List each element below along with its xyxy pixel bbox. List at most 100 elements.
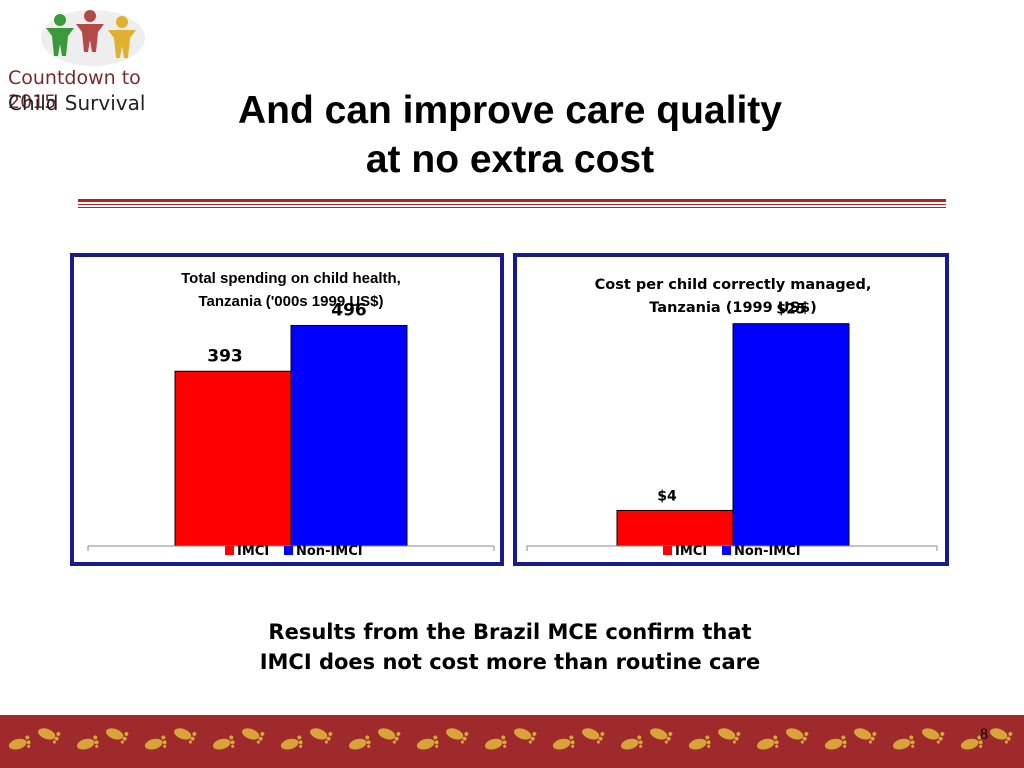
footprint-icon xyxy=(960,735,983,750)
footprint-toe xyxy=(1006,736,1011,741)
footprint-icon xyxy=(688,735,711,750)
footprint-toe xyxy=(52,740,56,744)
footprint-toe xyxy=(435,744,439,748)
footprints-footer xyxy=(0,715,1024,768)
legend-swatch-non-imci xyxy=(722,546,731,555)
footprint-icon xyxy=(892,735,915,750)
footprint-sole xyxy=(756,738,775,750)
footprint-toe xyxy=(705,735,710,740)
footprint-toe xyxy=(732,740,736,744)
footprint-toe xyxy=(366,740,371,745)
footprint-sole xyxy=(688,738,707,750)
footprint-toe xyxy=(299,744,303,748)
footprint-toe xyxy=(979,744,983,748)
footprint-toe xyxy=(394,736,399,741)
footprint-toe xyxy=(433,735,438,740)
title-line1: And can improve care quality xyxy=(237,89,782,132)
footprint-sole xyxy=(582,728,600,740)
footprint-icon xyxy=(718,728,741,744)
footprint-toe xyxy=(570,740,575,745)
footprint-toe xyxy=(27,744,31,748)
value-label-non-imci: $25 xyxy=(776,302,805,318)
caption-line1: Results from the Brazil MCE confirm that xyxy=(268,620,752,644)
footprint-toe xyxy=(773,735,778,740)
footprint-toe xyxy=(95,744,99,748)
footprint-sole xyxy=(174,728,192,740)
legend-label-imci: IMCI xyxy=(237,544,269,559)
footprint-icon xyxy=(990,728,1013,744)
footprint-toe xyxy=(736,731,741,736)
footprint-toe xyxy=(122,736,127,741)
footprint-toe xyxy=(258,736,263,741)
footprint-sole xyxy=(212,738,231,750)
footprint-toe xyxy=(666,736,671,741)
footprint-sole xyxy=(650,728,668,740)
footprint-toe xyxy=(1008,731,1013,736)
value-label-imci: 393 xyxy=(207,346,243,366)
page-number: 8 xyxy=(980,726,988,743)
footprint-sole xyxy=(892,738,911,750)
footprint-toe xyxy=(93,735,98,740)
footprint-sole xyxy=(8,738,27,750)
footprint-icon xyxy=(552,735,575,750)
footprint-icon xyxy=(242,728,265,744)
caption-line2: IMCI does not cost more than routine car… xyxy=(259,650,761,674)
footprint-toe xyxy=(664,740,668,744)
title-rule xyxy=(78,199,946,202)
footprint-sole xyxy=(786,728,804,740)
spending-chart: Total spending on child health, Tanzania … xyxy=(87,270,495,559)
legend-swatch-imci xyxy=(225,546,234,555)
footprint-icon xyxy=(76,735,99,750)
footprint-toe xyxy=(637,735,642,740)
footprint-toe xyxy=(598,736,603,741)
footprint-toe xyxy=(841,735,846,740)
footprint-toe xyxy=(706,740,711,745)
legend-label-non-imci: Non-IMCI xyxy=(734,544,801,559)
footprint-toe xyxy=(190,736,195,741)
footprint-icon xyxy=(416,735,439,750)
children-figures-icon xyxy=(41,10,145,66)
footprint-toe xyxy=(707,744,711,748)
footprint-toe xyxy=(940,731,945,736)
footprint-toe xyxy=(392,740,396,744)
footprint-icon xyxy=(38,728,61,744)
footprint-toe xyxy=(936,740,940,744)
footprint-icon xyxy=(854,728,877,744)
footprint-icon xyxy=(650,728,673,744)
footprint-icon xyxy=(378,728,401,744)
footprint-icon xyxy=(280,735,303,750)
footprint-sole xyxy=(620,738,639,750)
footprint-sole xyxy=(854,728,872,740)
footprint-toe xyxy=(1004,740,1008,744)
footprint-toe xyxy=(256,740,260,744)
footprint-icon xyxy=(484,735,507,750)
footprint-toe xyxy=(26,740,31,745)
footprint-sole xyxy=(310,728,328,740)
footprint-toe xyxy=(872,731,877,736)
footprint-sole xyxy=(242,728,260,740)
footprint-toe xyxy=(868,740,872,744)
footprint-toe xyxy=(188,740,192,744)
footprint-sole xyxy=(76,738,95,750)
footprint-icon xyxy=(348,735,371,750)
value-label-imci: $4 xyxy=(657,488,677,504)
footprint-icon xyxy=(144,735,167,750)
footprint-icon xyxy=(786,728,809,744)
footprint-sole xyxy=(144,738,163,750)
footprint-toe xyxy=(298,740,303,745)
footprint-sole xyxy=(824,738,843,750)
results-caption: Results from the Brazil MCE confirm that… xyxy=(150,617,870,677)
footprint-icon xyxy=(514,728,537,744)
footprint-toe xyxy=(800,740,804,744)
footprint-toe xyxy=(163,744,167,748)
title-line2: at no extra cost xyxy=(365,138,655,181)
footprint-icon xyxy=(446,728,469,744)
footprint-toe xyxy=(161,735,166,740)
legend-swatch-imci xyxy=(663,546,672,555)
footprint-icon xyxy=(310,728,333,744)
footprint-sole xyxy=(38,728,56,740)
footprint-toe xyxy=(54,736,59,741)
footprint-toe xyxy=(802,736,807,741)
legend-label-non-imci: Non-IMCI xyxy=(296,544,363,559)
footprint-sole xyxy=(484,738,503,750)
